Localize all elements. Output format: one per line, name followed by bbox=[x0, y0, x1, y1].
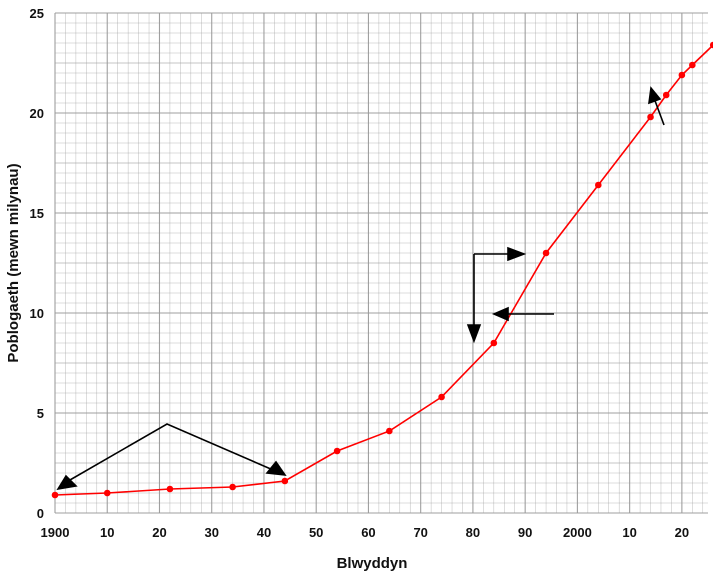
data-point bbox=[438, 393, 445, 401]
y-tick-label: 15 bbox=[30, 206, 44, 221]
x-tick-label: 30 bbox=[204, 525, 218, 540]
data-point bbox=[709, 41, 713, 49]
data-point bbox=[490, 339, 498, 347]
annotation-arrow-v-shape bbox=[62, 423, 281, 485]
x-tick-label: 10 bbox=[100, 525, 114, 540]
data-point bbox=[689, 61, 696, 69]
arrowhead-up bbox=[648, 86, 662, 105]
data-point bbox=[647, 113, 654, 121]
arrowhead-left-2 bbox=[491, 306, 509, 322]
data-point bbox=[333, 447, 341, 455]
data-point bbox=[51, 491, 59, 499]
data-point bbox=[662, 91, 670, 99]
y-tick-label: 25 bbox=[30, 6, 44, 21]
x-tick-label: 1900 bbox=[41, 525, 70, 540]
x-axis-label: Blwyddyn bbox=[337, 555, 408, 572]
x-tick-label: 20 bbox=[675, 525, 689, 540]
data-point bbox=[678, 71, 686, 79]
arrowhead-left bbox=[56, 474, 78, 491]
annotation-arrows bbox=[56, 86, 665, 491]
arrowhead-right-2 bbox=[507, 246, 527, 262]
x-tick-label: 20 bbox=[152, 525, 166, 540]
y-tick-label: 0 bbox=[37, 506, 44, 521]
y-tick-label: 10 bbox=[30, 306, 44, 321]
plot-background bbox=[55, 13, 709, 514]
major-grid bbox=[54, 12, 708, 514]
data-point bbox=[542, 249, 550, 257]
data-point bbox=[103, 489, 111, 497]
x-tick-label: 70 bbox=[413, 525, 427, 540]
x-tick-label: 2000 bbox=[563, 525, 592, 540]
data-point bbox=[594, 181, 602, 189]
series-layer bbox=[51, 41, 713, 499]
data-point bbox=[386, 427, 393, 435]
y-tick-label: 5 bbox=[37, 406, 44, 421]
data-point bbox=[229, 483, 236, 491]
y-axis-label: Poblogaeth (mewn milynau) bbox=[5, 163, 22, 362]
x-axis-ticks: 1900 10 20 30 40 50 60 70 80 90 2000 10 20 bbox=[41, 525, 690, 540]
x-tick-label: 50 bbox=[309, 525, 323, 540]
data-point bbox=[166, 485, 174, 493]
data-point bbox=[281, 477, 289, 485]
arrowhead-down bbox=[466, 324, 482, 344]
series-line bbox=[54, 44, 713, 496]
x-tick-label: 80 bbox=[466, 525, 480, 540]
annotation-arrow-diagonal bbox=[653, 97, 665, 126]
x-tick-label: 90 bbox=[518, 525, 532, 540]
y-tick-label: 20 bbox=[30, 106, 44, 121]
y-axis-ticks: 0 5 10 15 20 25 bbox=[30, 6, 44, 521]
x-tick-label: 40 bbox=[257, 525, 271, 540]
x-tick-label: 60 bbox=[361, 525, 375, 540]
arrowhead-right bbox=[265, 460, 287, 476]
x-tick-label: 10 bbox=[622, 525, 636, 540]
